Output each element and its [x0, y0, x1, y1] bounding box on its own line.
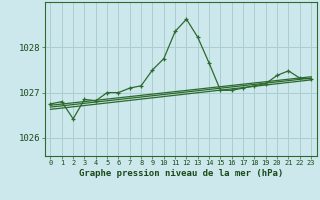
X-axis label: Graphe pression niveau de la mer (hPa): Graphe pression niveau de la mer (hPa) — [79, 169, 283, 178]
